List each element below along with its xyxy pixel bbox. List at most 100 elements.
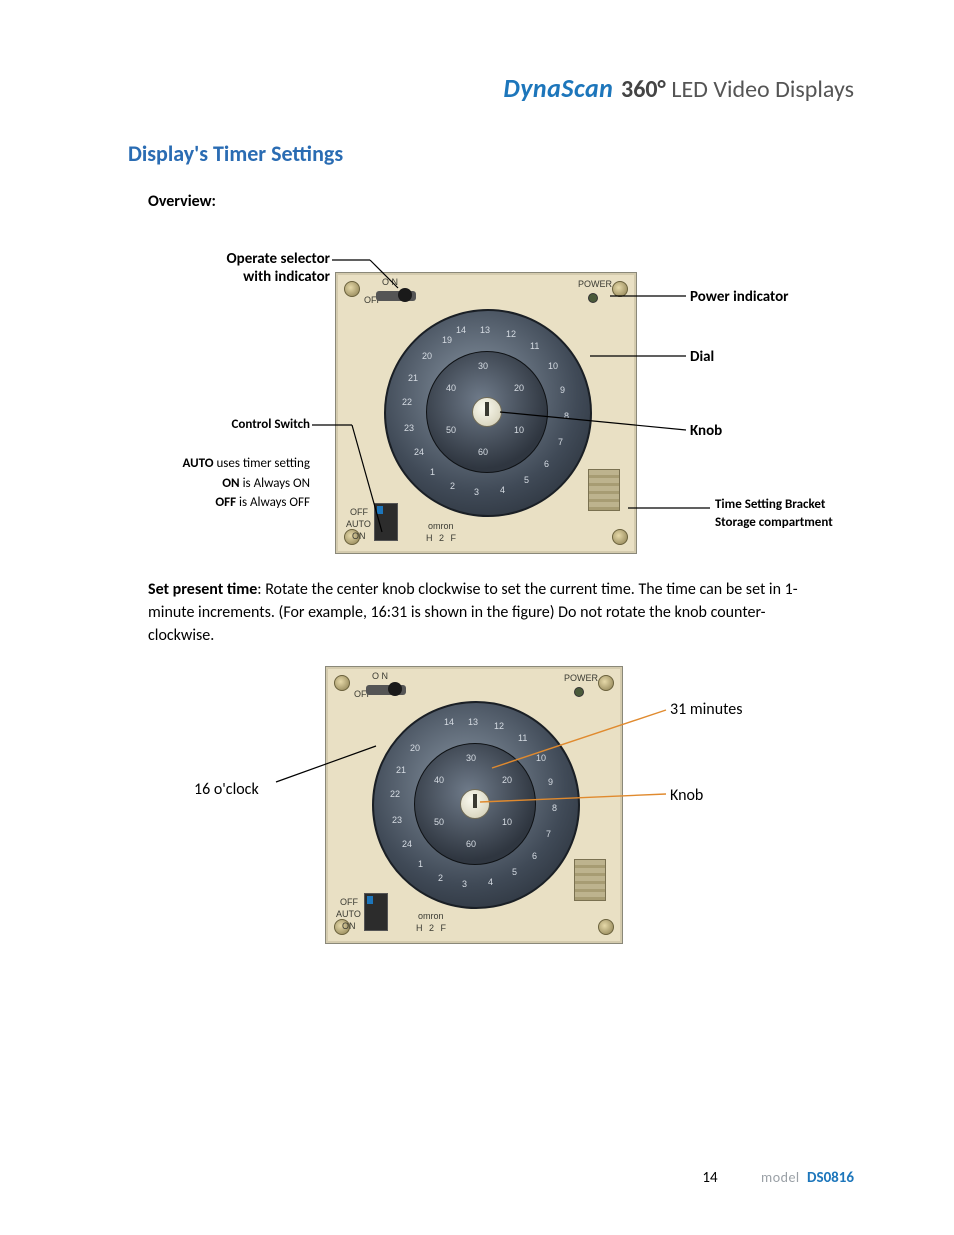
annot-dial: Dial (690, 348, 714, 366)
model-number: DS0816 (807, 1169, 854, 1187)
ctl-label-on: ON (352, 531, 366, 541)
device-model-small: H 2 F (416, 923, 448, 933)
svg-text:21: 21 (408, 373, 418, 383)
annot-auto-rest: uses timer setting (214, 456, 310, 471)
svg-text:30: 30 (466, 753, 476, 763)
svg-text:21: 21 (396, 765, 406, 775)
annot-storage: Time Setting Bracket Storage compartment (715, 496, 833, 532)
svg-text:6: 6 (532, 851, 537, 861)
svg-text:12: 12 (494, 721, 504, 731)
svg-text:7: 7 (558, 437, 563, 447)
annot-on-bold: ON (222, 476, 239, 491)
annot-control-switch-title: Control Switch (180, 417, 310, 432)
svg-text:19: 19 (442, 335, 452, 345)
storage-compartment (588, 469, 620, 511)
svg-text:10: 10 (514, 425, 524, 435)
device-brand-small: omron (428, 521, 454, 531)
svg-text:22: 22 (390, 789, 400, 799)
svg-text:7: 7 (546, 829, 551, 839)
annot-31-minutes: 31 minutes (670, 700, 743, 719)
annot-operate-selector-l2: with indicator (243, 268, 330, 286)
svg-text:9: 9 (548, 777, 553, 787)
page-header: DynaScan 360° LED Video Displays (0, 72, 954, 104)
section-title: Display's Timer Settings (128, 140, 343, 167)
svg-text:2: 2 (438, 873, 443, 883)
svg-text:23: 23 (404, 423, 414, 433)
annot-control-switch-body: AUTO uses timer setting ON is Always ON … (120, 454, 310, 513)
svg-text:8: 8 (564, 411, 569, 421)
ctl-label-off: OFF (340, 897, 358, 907)
svg-text:13: 13 (468, 717, 478, 727)
svg-text:6: 6 (544, 459, 549, 469)
model-label: model (761, 1169, 800, 1186)
annot-operate-selector: Operate selector with indicator (160, 250, 330, 286)
svg-text:40: 40 (434, 775, 444, 785)
svg-text:9: 9 (560, 385, 565, 395)
annot-operate-selector-l1: Operate selector (227, 250, 330, 268)
svg-text:10: 10 (502, 817, 512, 827)
svg-text:60: 60 (466, 839, 476, 849)
control-switch (374, 503, 398, 541)
annot-on-rest: is Always ON (240, 476, 310, 491)
ctl-label-on: ON (342, 921, 356, 931)
svg-text:20: 20 (422, 351, 432, 361)
svg-text:2: 2 (450, 481, 455, 491)
figure-set-time: 16 o'clock 31 minutes Knob O N OFF POWER… (180, 660, 800, 960)
para-lead: Set present time (148, 580, 257, 599)
annot-storage-l2: Storage compartment (715, 515, 833, 530)
storage-compartment (574, 859, 606, 901)
annot-off-rest: is Always OFF (236, 495, 310, 510)
annot-knob: Knob (690, 422, 722, 440)
ctl-label-auto: AUTO (346, 519, 371, 529)
svg-text:40: 40 (446, 383, 456, 393)
svg-text:20: 20 (410, 743, 420, 753)
timer-device-1: O N OFF POWER 131211 1098 765 432 12423 … (335, 272, 637, 554)
svg-text:30: 30 (478, 361, 488, 371)
svg-text:24: 24 (402, 839, 412, 849)
svg-text:22: 22 (402, 397, 412, 407)
device-brand-small: omron (418, 911, 444, 921)
header-brand: DynaScan (503, 72, 613, 104)
svg-text:10: 10 (536, 753, 546, 763)
svg-text:5: 5 (512, 867, 517, 877)
header-360: 360° (621, 75, 666, 104)
svg-text:23: 23 (392, 815, 402, 825)
page-root: DynaScan 360° LED Video Displays Display… (0, 0, 954, 1235)
svg-text:50: 50 (434, 817, 444, 827)
svg-text:20: 20 (514, 383, 524, 393)
figure-overview: Operate selector with indicator Control … (120, 232, 880, 562)
ctl-label-off: OFF (350, 507, 368, 517)
svg-text:3: 3 (462, 879, 467, 889)
svg-text:3: 3 (474, 487, 479, 497)
annot-knob-2: Knob (670, 786, 703, 805)
header-tagline: LED Video Displays (671, 75, 854, 104)
annot-16-oclock: 16 o'clock (194, 780, 259, 799)
annot-auto-bold: AUTO (182, 456, 213, 471)
svg-text:60: 60 (478, 447, 488, 457)
control-switch (364, 893, 388, 931)
svg-text:20: 20 (502, 775, 512, 785)
svg-text:10: 10 (548, 361, 558, 371)
annot-storage-l1: Time Setting Bracket (715, 497, 825, 512)
annot-power-indicator: Power indicator (690, 288, 788, 306)
device-model-small: H 2 F (426, 533, 458, 543)
svg-text:14: 14 (456, 325, 466, 335)
svg-text:4: 4 (488, 877, 493, 887)
svg-text:24: 24 (414, 447, 424, 457)
svg-text:13: 13 (480, 325, 490, 335)
svg-text:11: 11 (530, 341, 539, 351)
page-number: 14 (702, 1169, 717, 1187)
svg-text:50: 50 (446, 425, 456, 435)
page-footer: 14 model DS0816 (0, 1169, 954, 1187)
overview-label: Overview: (148, 192, 216, 211)
svg-text:5: 5 (524, 475, 529, 485)
ctl-label-auto: AUTO (336, 909, 361, 919)
annot-off-bold: OFF (215, 495, 236, 510)
svg-text:8: 8 (552, 803, 557, 813)
svg-text:1: 1 (430, 467, 435, 477)
svg-text:4: 4 (500, 485, 505, 495)
svg-text:1: 1 (418, 859, 423, 869)
set-present-time-paragraph: Set present time: Rotate the center knob… (148, 578, 828, 648)
svg-text:11: 11 (518, 733, 527, 743)
svg-text:12: 12 (506, 329, 516, 339)
